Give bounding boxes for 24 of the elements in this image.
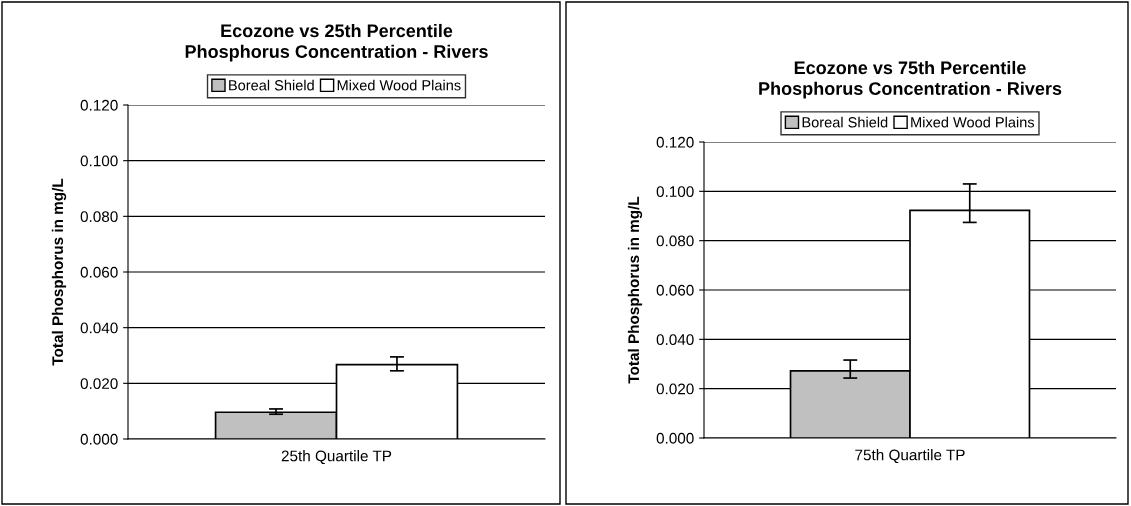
y-tick-label: 0.060 bbox=[80, 266, 118, 278]
y-axis-title: Total Phosphorus in mg/L bbox=[627, 196, 643, 384]
y-tick-label: 0.040 bbox=[656, 334, 694, 346]
x-tick-label: 25th Quartile TP bbox=[281, 450, 392, 465]
y-tick-label: 0.060 bbox=[656, 284, 694, 296]
y-tick-label: 0.000 bbox=[656, 432, 694, 444]
y-tick-label: 0.120 bbox=[80, 99, 118, 111]
chart-title: Ecozone vs 75th Percentile Phosphorus Concentration - Rivers bbox=[759, 60, 1062, 99]
legend-label: Boreal Shield bbox=[229, 79, 314, 91]
y-tick-label: 0.100 bbox=[656, 186, 694, 198]
y-tick-label: 0.000 bbox=[80, 433, 118, 445]
y-tick-label: 0.080 bbox=[80, 211, 118, 223]
chart-title: Ecozone vs 25th Percentile Phosphorus Concentration - Rivers bbox=[185, 23, 488, 62]
legend-label: Mixed Wood Plains bbox=[911, 116, 1035, 128]
y-tick-label: 0.120 bbox=[656, 136, 694, 148]
x-tick-label: 75th Quartile TP bbox=[855, 449, 965, 464]
y-tick-label: 0.040 bbox=[80, 322, 118, 334]
y-tick-label: 0.080 bbox=[656, 235, 694, 247]
legend-label: Boreal Shield bbox=[802, 116, 888, 128]
y-axis-title: Total Phosphorus in mg/L bbox=[51, 178, 67, 366]
y-tick-label: 0.100 bbox=[80, 155, 118, 167]
y-tick-label: 0.020 bbox=[80, 378, 118, 390]
y-tick-label: 0.020 bbox=[656, 383, 694, 395]
legend-label: Mixed Wood Plains bbox=[337, 79, 461, 91]
